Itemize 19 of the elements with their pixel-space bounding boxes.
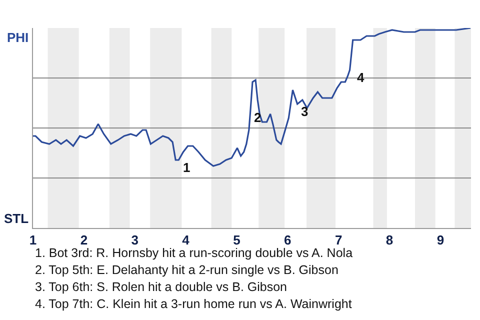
annotation: 1 <box>183 160 190 175</box>
x-tick-label: 4 <box>182 232 190 248</box>
text: 2. Top 5th: E. Delahanty hit a 2-run single vs B. Gibson <box>35 263 338 277</box>
annotation: 4 <box>357 70 365 85</box>
x-tick-label: 5 <box>233 232 240 248</box>
x-tick-label: 2 <box>80 232 88 248</box>
x-tick-label: 1 <box>29 232 37 248</box>
text: STL <box>4 211 29 226</box>
text: PHI <box>7 30 29 45</box>
annotation: 3 <box>301 104 308 119</box>
text: 1. Bot 3rd: R. Hornsby hit a run-scoring double vs A. Nola <box>35 246 353 260</box>
text: 3. Top 6th: S. Rolen hit a double vs B. Gibson <box>35 280 288 294</box>
annotation: 2 <box>254 110 262 125</box>
text: 4. Top 7th: C. Klein hit a 3-run home run vs A. Wainwright <box>35 297 352 311</box>
x-tick-label: 9 <box>436 232 444 248</box>
x-tick-label: 3 <box>131 232 138 248</box>
x-tick-label: 6 <box>284 232 292 248</box>
x-tick-label: 8 <box>386 232 394 248</box>
x-tick-label: 7 <box>334 232 342 248</box>
